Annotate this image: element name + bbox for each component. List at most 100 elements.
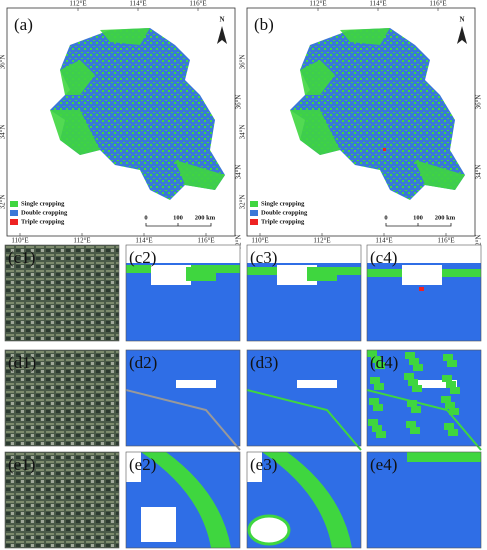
legend-swatch bbox=[250, 219, 258, 225]
legend-swatch bbox=[250, 201, 258, 207]
single-crop bbox=[444, 423, 454, 430]
thumb-panel: (e2) bbox=[125, 451, 241, 549]
legend-label: Triple cropping bbox=[21, 218, 65, 225]
panel-label: (b) bbox=[254, 15, 274, 34]
single-crop-area bbox=[290, 28, 465, 190]
single-crop bbox=[446, 381, 456, 388]
panel-label: (d3) bbox=[250, 353, 278, 372]
scale-label: 0 bbox=[144, 214, 147, 221]
single-crop bbox=[411, 406, 421, 413]
scale-label: 200 km bbox=[195, 214, 216, 221]
thumb-panel: (e3) bbox=[246, 451, 362, 549]
thumb-frame bbox=[4, 349, 120, 447]
single-crop bbox=[371, 356, 381, 363]
single-crop bbox=[370, 377, 380, 384]
thumb-frame bbox=[246, 349, 362, 447]
thumb-panel: (c1) bbox=[4, 244, 120, 342]
lon-label: 114°E bbox=[129, 0, 146, 8]
thumb-panel: (d4) bbox=[366, 349, 482, 451]
legend-label: Single cropping bbox=[21, 200, 65, 207]
scale-bar bbox=[385, 223, 452, 227]
scale-label: 100 bbox=[173, 214, 183, 221]
non-crop bbox=[247, 452, 262, 482]
scale-label: 0 bbox=[384, 214, 387, 221]
north-label: N bbox=[219, 16, 224, 24]
single-crop bbox=[367, 350, 377, 357]
non-crop bbox=[141, 507, 176, 542]
lon-label: 110°E bbox=[11, 237, 28, 245]
legend-label: Double cropping bbox=[21, 209, 68, 216]
non-crop bbox=[417, 380, 457, 388]
legend-label: Double cropping bbox=[261, 209, 308, 216]
single-crop bbox=[407, 400, 417, 407]
legend-swatch bbox=[250, 210, 258, 216]
thumb-frame bbox=[125, 451, 241, 549]
non-crop bbox=[297, 380, 337, 388]
road bbox=[246, 389, 362, 451]
panel-label: (c1) bbox=[8, 248, 35, 267]
single-crop bbox=[369, 398, 379, 405]
single-crop bbox=[409, 358, 419, 365]
single-crop bbox=[412, 385, 422, 392]
non-crop bbox=[247, 514, 291, 546]
legend-label: Triple cropping bbox=[261, 218, 305, 225]
single-crop bbox=[405, 352, 415, 359]
panel-label: (e4) bbox=[370, 455, 397, 474]
triple-crop-spot bbox=[383, 148, 386, 151]
map-panel: (a) N 112°E 114°E 116°E 110°E 112°E 114°E 116°E 3… bbox=[0, 0, 243, 249]
satellite-image bbox=[5, 245, 119, 341]
single-crop bbox=[447, 360, 457, 367]
single-crop bbox=[374, 383, 384, 390]
non-crop bbox=[247, 245, 361, 263]
map-panel: (b) N 112°E 114°E 116°E 110°E 112°E 114°E 116°E 3… bbox=[239, 0, 483, 249]
legend-swatch bbox=[10, 201, 18, 207]
non-crop bbox=[126, 452, 141, 482]
lon-label: 116°E bbox=[429, 0, 446, 8]
thumb-panel: (d3) bbox=[246, 349, 362, 451]
thumb-frame bbox=[366, 451, 482, 549]
scale-label: 200 km bbox=[435, 214, 456, 221]
legend-label: Single cropping bbox=[261, 200, 305, 207]
panel-label: (c3) bbox=[250, 248, 277, 267]
non-crop bbox=[176, 380, 216, 388]
lon-label: 116°E bbox=[437, 237, 454, 245]
lat-label: 36°N bbox=[235, 95, 243, 110]
classified-image bbox=[126, 350, 240, 446]
lat-label: 32°N bbox=[0, 195, 7, 210]
single-crop bbox=[441, 396, 451, 403]
map-area bbox=[50, 28, 225, 200]
single-crop bbox=[408, 379, 418, 386]
thumb-panel: (e4) bbox=[366, 451, 482, 549]
single-crop bbox=[449, 408, 459, 415]
lon-label: 116°E bbox=[189, 0, 206, 8]
single-crop bbox=[448, 429, 458, 436]
single-crop-area bbox=[50, 28, 225, 190]
lat-label: 36°N bbox=[239, 55, 247, 70]
lat-label: 36°N bbox=[0, 55, 7, 70]
thumb-frame bbox=[366, 349, 482, 447]
thumb-panel: (d2) bbox=[125, 349, 241, 451]
single-crop bbox=[368, 419, 378, 426]
single-crop bbox=[410, 427, 420, 434]
single-crop bbox=[442, 375, 452, 382]
triple-crop bbox=[419, 287, 424, 291]
single-crop bbox=[443, 354, 453, 361]
single-crop bbox=[406, 421, 416, 428]
lon-label: 114°E bbox=[369, 0, 386, 8]
single-crop bbox=[186, 267, 216, 281]
lat-label: 34°N bbox=[475, 165, 483, 180]
thumb-frame bbox=[366, 244, 482, 342]
single-crop bbox=[376, 431, 386, 438]
lon-label: 116°E bbox=[197, 237, 214, 245]
thumb-frame bbox=[246, 451, 362, 549]
lon-label: 112°E bbox=[69, 0, 86, 8]
classified-image bbox=[367, 350, 481, 446]
panel-label: (e1) bbox=[8, 455, 35, 474]
legend-swatch bbox=[10, 210, 18, 216]
non-crop bbox=[151, 265, 191, 285]
lon-label: 110°E bbox=[251, 237, 268, 245]
panel-label: (d4) bbox=[370, 353, 398, 372]
classified-image bbox=[247, 350, 361, 446]
thumb-frame bbox=[4, 244, 120, 342]
